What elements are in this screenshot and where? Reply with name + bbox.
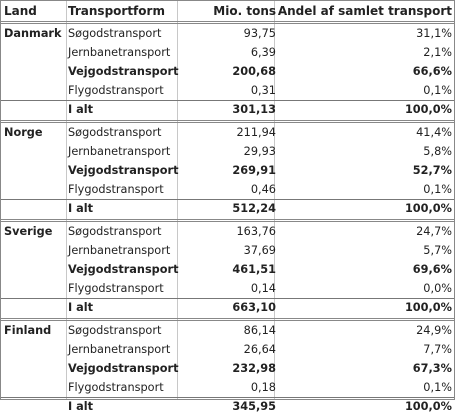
- share-value: 31,1%: [416, 27, 452, 40]
- mio-tons-value: 26,64: [243, 343, 276, 356]
- section-divider: [1, 120, 454, 123]
- transport-form: Søgodstransport: [68, 324, 162, 337]
- share-value: 24,7%: [416, 225, 452, 238]
- total-label: I alt: [68, 202, 94, 215]
- mio-tons-value: 269,91: [232, 164, 276, 177]
- table-row: Danmark Søgodstransport 93,75 31,1%: [1, 24, 454, 43]
- mio-tons-value: 0,18: [250, 381, 276, 394]
- mio-tons-value: 211,94: [236, 126, 276, 139]
- table-row: Flygodstransport 0,14 0,0%: [1, 279, 454, 298]
- share-value: 66,6%: [412, 65, 452, 78]
- total-tons: 512,24: [232, 202, 276, 215]
- table-row: Vejgodstransport 200,68 66,6%: [1, 62, 454, 81]
- share-value: 2,1%: [423, 46, 452, 59]
- mio-tons-value: 163,76: [236, 225, 276, 238]
- country-name: Finland: [4, 324, 52, 337]
- transport-form: Søgodstransport: [68, 225, 162, 238]
- table-row: Jernbanetransport 6,39 2,1%: [1, 43, 454, 62]
- share-value: 5,7%: [423, 244, 452, 257]
- transport-form: Flygodstransport: [68, 282, 164, 295]
- transport-form: Vejgodstransport: [68, 263, 179, 276]
- mio-tons-value: 37,69: [243, 244, 276, 257]
- table-row: Vejgodstransport 269,91 52,7%: [1, 161, 454, 180]
- table-row: Jernbanetransport 37,69 5,7%: [1, 241, 454, 260]
- mio-tons-value: 232,98: [232, 362, 276, 375]
- share-value: 69,6%: [412, 263, 452, 276]
- transport-form: Søgodstransport: [68, 27, 162, 40]
- share-value: 0,1%: [423, 84, 452, 97]
- total-tons: 301,13: [232, 103, 276, 116]
- share-value: 0,0%: [423, 282, 452, 295]
- table-row: Jernbanetransport 26,64 7,7%: [1, 340, 454, 359]
- country-name: Sverige: [4, 225, 53, 238]
- transport-form: Søgodstransport: [68, 126, 162, 139]
- transport-form: Vejgodstransport: [68, 362, 179, 375]
- mio-tons-value: 86,14: [243, 324, 276, 337]
- column-divider: [177, 1, 178, 399]
- total-label: I alt: [68, 103, 94, 116]
- mio-tons-value: 0,14: [250, 282, 276, 295]
- column-divider: [274, 1, 275, 399]
- total-divider: [1, 397, 454, 398]
- header-transportform: Transportform: [68, 4, 165, 18]
- total-share: 100,0%: [404, 301, 452, 314]
- transport-form: Jernbanetransport: [68, 145, 171, 158]
- table-row: Finland Søgodstransport 86,14 24,9%: [1, 321, 454, 340]
- transport-form: Flygodstransport: [68, 381, 164, 394]
- mio-tons-value: 29,93: [243, 145, 276, 158]
- total-tons: 663,10: [232, 301, 276, 314]
- header-land: Land: [4, 4, 37, 18]
- share-value: 67,3%: [412, 362, 452, 375]
- table-row: Vejgodstransport 232,98 67,3%: [1, 359, 454, 378]
- mio-tons-value: 93,75: [243, 27, 276, 40]
- mio-tons-value: 461,51: [232, 263, 276, 276]
- share-value: 5,8%: [423, 145, 452, 158]
- share-value: 52,7%: [412, 164, 452, 177]
- transport-form: Flygodstransport: [68, 183, 164, 196]
- country-name: Norge: [4, 126, 43, 139]
- mio-tons-value: 200,68: [232, 65, 276, 78]
- mio-tons-value: 0,46: [250, 183, 276, 196]
- share-value: 0,1%: [423, 381, 452, 394]
- transport-form: Vejgodstransport: [68, 65, 179, 78]
- total-share: 100,0%: [404, 103, 452, 116]
- header-mio-tons: Mio. tons: [213, 4, 276, 18]
- total-divider: [1, 199, 454, 200]
- share-value: 0,1%: [423, 183, 452, 196]
- table-row: Flygodstransport 0,46 0,1%: [1, 180, 454, 199]
- table-row: Sverige Søgodstransport 163,76 24,7%: [1, 222, 454, 241]
- table-row: Flygodstransport 0,18 0,1%: [1, 378, 454, 397]
- header-andel: Andel af samlet transport: [277, 4, 452, 18]
- mio-tons-value: 0,31: [250, 84, 276, 97]
- transport-form: Jernbanetransport: [68, 343, 171, 356]
- share-value: 41,4%: [416, 126, 452, 139]
- table-row: Norge Søgodstransport 211,94 41,4%: [1, 123, 454, 142]
- total-row: I alt 663,10 100,0%: [1, 298, 454, 317]
- column-divider: [66, 1, 67, 399]
- share-value: 24,9%: [416, 324, 452, 337]
- table-row: Vejgodstransport 461,51 69,6%: [1, 260, 454, 279]
- country-name: Danmark: [4, 27, 62, 40]
- total-row: I alt 512,24 100,0%: [1, 199, 454, 218]
- total-divider: [1, 100, 454, 101]
- total-divider: [1, 298, 454, 299]
- mio-tons-value: 6,39: [250, 46, 276, 59]
- total-label: I alt: [68, 301, 94, 314]
- section-divider: [1, 318, 454, 321]
- transport-form: Jernbanetransport: [68, 244, 171, 257]
- total-share: 100,0%: [404, 202, 452, 215]
- table-row: Jernbanetransport 29,93 5,8%: [1, 142, 454, 161]
- total-row: I alt 301,13 100,0%: [1, 100, 454, 119]
- transport-form: Flygodstransport: [68, 84, 164, 97]
- transport-form: Vejgodstransport: [68, 164, 179, 177]
- table-row: Flygodstransport 0,31 0,1%: [1, 81, 454, 100]
- section-divider: [1, 21, 454, 24]
- transport-form: Jernbanetransport: [68, 46, 171, 59]
- section-divider: [1, 219, 454, 222]
- share-value: 7,7%: [423, 343, 452, 356]
- table-header: Land Transportform Mio. tons Andel af sa…: [1, 1, 454, 24]
